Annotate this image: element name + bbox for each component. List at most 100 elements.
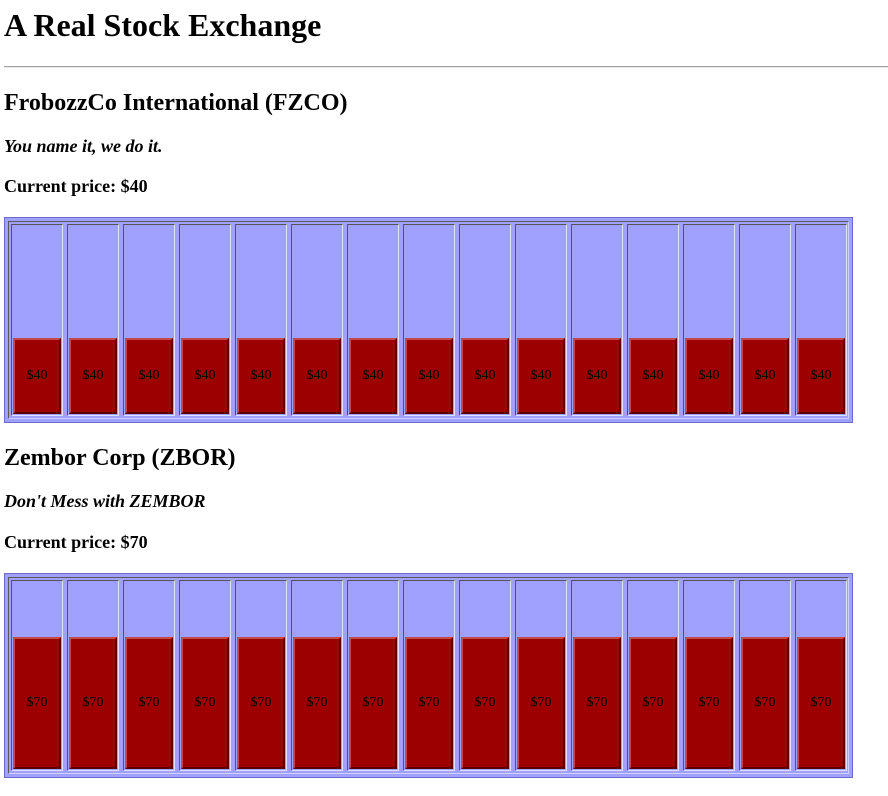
- price-column: $40: [571, 224, 623, 416]
- price-bar: $40: [741, 338, 789, 414]
- price-column: $70: [683, 580, 735, 771]
- price-bar: $40: [349, 338, 397, 414]
- price-bar-label: $40: [698, 368, 720, 383]
- price-bar: $70: [517, 637, 565, 769]
- price-column: $70: [459, 580, 511, 771]
- price-bar: $70: [629, 637, 677, 769]
- price-bar: $70: [293, 637, 341, 769]
- price-bar-label: $70: [306, 695, 328, 710]
- price-column: $70: [235, 580, 287, 771]
- price-bar: $40: [125, 338, 173, 414]
- price-bar-label: $70: [810, 695, 832, 710]
- price-bar: $40: [517, 338, 565, 414]
- price-bar: $40: [461, 338, 509, 414]
- price-bar: $40: [629, 338, 677, 414]
- price-bar: $40: [237, 338, 285, 414]
- price-bar-label: $40: [306, 368, 328, 383]
- price-column: $40: [347, 224, 399, 416]
- stock-current-price: Current price: $40: [4, 176, 148, 196]
- price-bar-label: $40: [642, 368, 664, 383]
- price-bar: $40: [405, 338, 453, 414]
- price-column: $70: [291, 580, 343, 771]
- price-bar-label: $70: [362, 695, 384, 710]
- price-column: $40: [235, 224, 287, 416]
- horizontal-rule: [4, 66, 888, 68]
- price-bar: $70: [237, 637, 285, 769]
- price-column: $70: [403, 580, 455, 771]
- price-bar: $70: [405, 637, 453, 769]
- price-bar: $40: [293, 338, 341, 414]
- price-bar-label: $40: [474, 368, 496, 383]
- price-bar-label: $70: [530, 695, 552, 710]
- price-bar: $70: [125, 637, 173, 769]
- price-column: $40: [515, 224, 567, 416]
- price-bar-label: $40: [138, 368, 160, 383]
- price-bar: $70: [797, 637, 845, 769]
- price-column: $70: [739, 580, 791, 771]
- price-bar-label: $40: [82, 368, 104, 383]
- stock-current-price: Current price: $70: [4, 532, 148, 552]
- price-bar-label: $40: [530, 368, 552, 383]
- price-bar-label: $70: [754, 695, 776, 710]
- stock-slogan: You name it, we do it.: [4, 136, 163, 156]
- price-column: $70: [515, 580, 567, 771]
- price-bar-label: $70: [138, 695, 160, 710]
- price-column: $40: [123, 224, 175, 416]
- price-bar-label: $40: [362, 368, 384, 383]
- price-bar: $40: [797, 338, 845, 414]
- price-bar-label: $40: [194, 368, 216, 383]
- price-bar-label: $40: [586, 368, 608, 383]
- price-bar: $70: [573, 637, 621, 769]
- price-bar: $70: [13, 637, 61, 769]
- price-column: $40: [11, 224, 63, 416]
- price-bar: $70: [69, 637, 117, 769]
- price-bar-label: $40: [754, 368, 776, 383]
- price-column: $40: [67, 224, 119, 416]
- price-bar-label: $70: [250, 695, 272, 710]
- price-column: $70: [179, 580, 231, 771]
- price-bar: $40: [181, 338, 229, 414]
- price-column: $40: [795, 224, 847, 416]
- price-bar: $70: [181, 637, 229, 769]
- price-bar-label: $70: [82, 695, 104, 710]
- price-bar-label: $70: [194, 695, 216, 710]
- price-bar: $70: [461, 637, 509, 769]
- price-column: $40: [459, 224, 511, 416]
- stock-name: FrobozzCo International (FZCO): [4, 90, 348, 116]
- price-bar: $70: [741, 637, 789, 769]
- price-column: $40: [683, 224, 735, 416]
- price-column: $40: [739, 224, 791, 416]
- price-bar: $40: [685, 338, 733, 414]
- price-column: $70: [67, 580, 119, 771]
- price-column: $70: [11, 580, 63, 771]
- price-column: $40: [291, 224, 343, 416]
- price-column: $40: [403, 224, 455, 416]
- price-column: $70: [123, 580, 175, 771]
- price-column: $70: [571, 580, 623, 771]
- price-column: $40: [179, 224, 231, 416]
- price-history-chart: $40 $40 $40 $40 $40 $40 $40 $40 $40 $40 $40 $40 $40 $…: [4, 217, 853, 423]
- price-bar: $70: [685, 637, 733, 769]
- price-bar-label: $40: [418, 368, 440, 383]
- price-bar-label: $40: [26, 368, 48, 383]
- price-bar-label: $40: [250, 368, 272, 383]
- price-bar: $40: [69, 338, 117, 414]
- price-bar-label: $70: [698, 695, 720, 710]
- price-bar-label: $70: [418, 695, 440, 710]
- price-bar: $40: [13, 338, 61, 414]
- price-bar-label: $70: [474, 695, 496, 710]
- price-column: $70: [795, 580, 847, 771]
- price-bar-label: $70: [642, 695, 664, 710]
- price-column: $70: [627, 580, 679, 771]
- price-bar-label: $40: [810, 368, 832, 383]
- price-bar: $40: [573, 338, 621, 414]
- chart-frame: $70 $70 $70 $70 $70 $70 $70 $70 $70 $70 $70 $70 $70 $…: [8, 577, 849, 774]
- price-bar: $70: [349, 637, 397, 769]
- chart-frame: $40 $40 $40 $40 $40 $40 $40 $40 $40 $40 $40 $40 $40 $…: [8, 221, 849, 419]
- price-column: $40: [627, 224, 679, 416]
- stock-slogan: Don't Mess with ZEMBOR: [4, 491, 206, 511]
- stock-name: Zembor Corp (ZBOR): [4, 445, 236, 471]
- price-bar-label: $70: [26, 695, 48, 710]
- page-title: A Real Stock Exchange: [4, 7, 322, 43]
- price-history-chart: $70 $70 $70 $70 $70 $70 $70 $70 $70 $70 $70 $70 $70 $…: [4, 573, 853, 778]
